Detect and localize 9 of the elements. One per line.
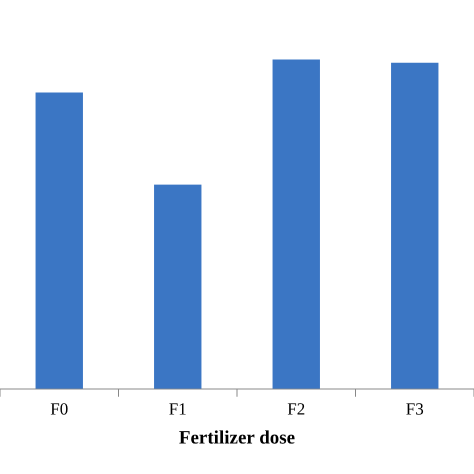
- bar: [154, 184, 202, 389]
- x-tick-label: F2: [287, 399, 306, 418]
- bar: [36, 92, 83, 389]
- bar: [272, 60, 320, 389]
- x-tick-label: F3: [406, 399, 424, 418]
- x-tick-label: F1: [168, 399, 187, 418]
- x-tick-label: F0: [50, 399, 68, 418]
- bar: [391, 62, 438, 389]
- x-axis-title: Fertilizer dose: [178, 428, 296, 449]
